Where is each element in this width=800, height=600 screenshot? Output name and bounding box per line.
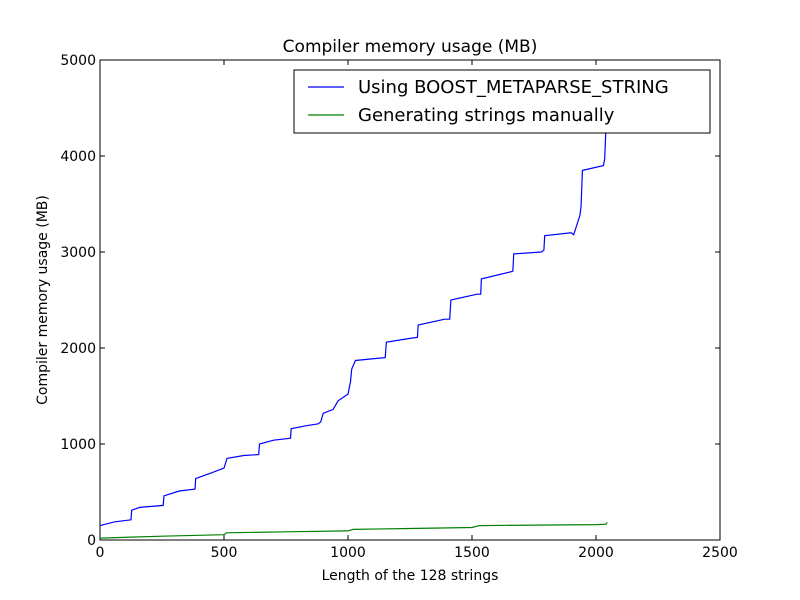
x-tick-label: 1000 — [330, 545, 366, 561]
y-tick-label: 0 — [87, 533, 96, 549]
series-line-1 — [99, 128, 607, 527]
legend-box — [293, 69, 711, 134]
axis-tick-labels: 0 500 1000 1500 2000 2500 0 1000 2000 3000 4000 500… — [60, 53, 737, 561]
y-axis-label: Compiler memory usage (MB) — [35, 195, 51, 405]
y-tick-label: 1000 — [60, 437, 96, 453]
x-tick-label: 2000 — [578, 545, 614, 561]
y-tick-label: 3000 — [60, 245, 96, 261]
x-tick-label: 1500 — [454, 545, 490, 561]
legend: Using BOOST_METAPARSE_STRING Generating s… — [293, 69, 711, 134]
x-axis-label: Length of the 128 strings — [322, 568, 499, 584]
x-tick-label: 0 — [96, 545, 105, 561]
legend-label-1: Using BOOST_METAPARSE_STRING — [358, 77, 669, 98]
series-line-2 — [99, 521, 608, 539]
plot-frame — [99, 59, 721, 541]
x-tick-label: 2500 — [702, 545, 738, 561]
y-tick-label: 5000 — [60, 53, 96, 69]
y-tick-label: 2000 — [60, 341, 96, 357]
y-tick-label: 4000 — [60, 149, 96, 165]
x-tick-label: 500 — [211, 545, 238, 561]
legend-label-2: Generating strings manually — [358, 105, 615, 126]
axis-ticks — [99, 59, 721, 541]
chart-title: Compiler memory usage (MB) — [283, 37, 538, 57]
series-group — [99, 128, 608, 539]
